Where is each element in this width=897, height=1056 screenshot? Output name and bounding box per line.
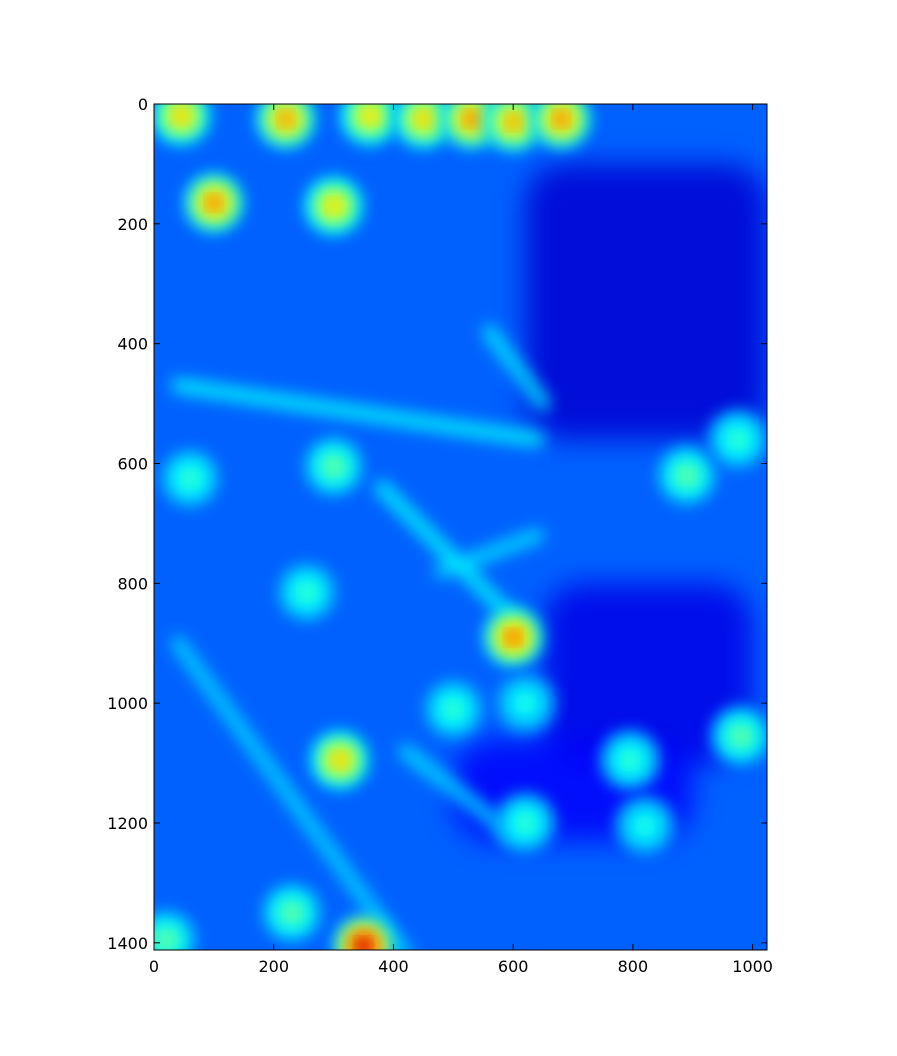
x-axis: 0 200 400 600 800 1000	[149, 104, 773, 976]
hotspot-7	[182, 171, 246, 235]
hotspot-2	[337, 104, 402, 148]
hotspot-17	[598, 728, 662, 792]
hotspot-14	[481, 605, 545, 669]
hotspot-10	[158, 446, 222, 511]
x-tick-label: 400	[378, 957, 409, 976]
x-tick-label: 600	[498, 957, 529, 976]
hotspot-3	[391, 104, 455, 151]
hotspot-6	[529, 104, 593, 151]
ridge-2	[434, 528, 545, 579]
hotspot-23	[493, 791, 557, 855]
hotspot-13	[275, 560, 339, 624]
y-tick-label: 1400	[107, 934, 148, 953]
dark-region-1	[543, 583, 753, 764]
ridge-3	[170, 636, 411, 950]
hotspot-5	[481, 104, 545, 154]
dark-regions	[453, 163, 767, 841]
hotspot-1	[254, 104, 318, 151]
x-tick-label: 800	[618, 957, 649, 976]
y-tick-label: 0	[138, 95, 148, 114]
y-tick-label: 1000	[107, 694, 148, 713]
y-tick-label: 200	[117, 215, 148, 234]
dark-region-0	[525, 163, 767, 440]
hotspot-22	[154, 908, 198, 950]
hotspot-15	[307, 728, 372, 792]
plot-frame	[153, 103, 768, 951]
hotspot-20	[331, 914, 396, 950]
plot-area	[154, 104, 767, 950]
hotspot-19	[421, 677, 485, 741]
hotspot-18	[493, 671, 557, 735]
hotspot-11	[655, 443, 719, 508]
hotspot-16	[709, 704, 767, 768]
y-tick-label: 400	[117, 335, 148, 354]
y-axis: 0 200 400 600 800 1000 1200 1400	[107, 95, 767, 953]
hotspot-9	[301, 434, 366, 499]
x-tick-label: 1000	[732, 957, 773, 976]
hotspot-0	[154, 104, 213, 148]
ridge-1	[374, 480, 521, 627]
ridge-0	[170, 378, 545, 447]
y-tick-label: 600	[117, 454, 148, 473]
hotspot-21	[260, 881, 324, 945]
y-tick-label: 1200	[107, 814, 148, 833]
x-tick-label: 0	[149, 957, 159, 976]
y-tick-label: 800	[117, 574, 148, 593]
hotspot-24	[613, 794, 677, 858]
x-tick-label: 200	[258, 957, 289, 976]
hotspot-features	[154, 104, 767, 950]
ridge-5	[482, 324, 551, 411]
hotspot-8	[301, 174, 366, 238]
hotspot-12	[706, 407, 767, 472]
